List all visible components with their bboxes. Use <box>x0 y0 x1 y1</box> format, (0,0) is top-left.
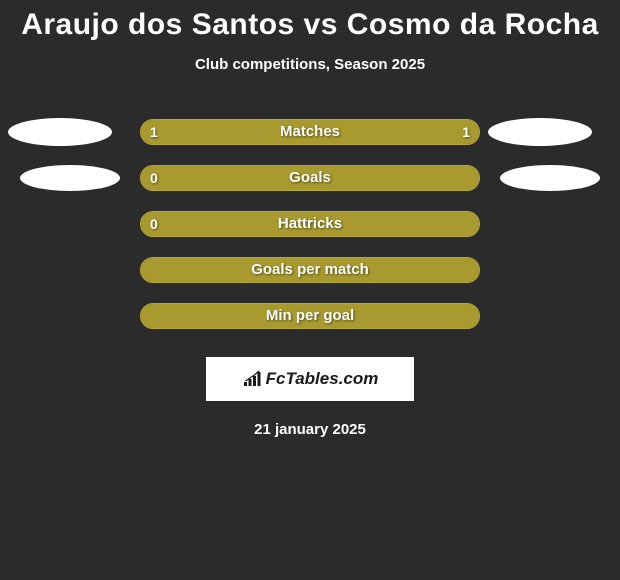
player-indicator-left <box>20 165 120 191</box>
stat-label: Goals <box>140 165 480 191</box>
stat-value-left: 0 <box>150 165 158 191</box>
stat-value-left: 1 <box>150 119 158 145</box>
page-title: Araujo dos Santos vs Cosmo da Rocha <box>0 0 620 42</box>
stat-value-right: 1 <box>462 119 470 145</box>
stat-label: Hattricks <box>140 211 480 237</box>
logo-text: FcTables.com <box>266 369 379 389</box>
comparison-row: Min per goal <box>0 303 620 349</box>
comparison-row: Goals0 <box>0 165 620 211</box>
comparison-row: Matches1 1 <box>0 119 620 165</box>
player-indicator-left <box>8 118 112 146</box>
stat-value-left: 0 <box>150 211 158 237</box>
player-indicator-right <box>500 165 600 191</box>
bar-chart-icon <box>242 370 262 388</box>
comparison-row: Goals per match <box>0 257 620 303</box>
stat-label: Min per goal <box>140 303 480 329</box>
stat-label: Goals per match <box>140 257 480 283</box>
date-label: 21 january 2025 <box>0 421 620 438</box>
page-subtitle: Club competitions, Season 2025 <box>0 56 620 73</box>
stat-label: Matches <box>140 119 480 145</box>
logo-box: FcTables.com <box>206 357 414 401</box>
comparison-row: Hattricks0 <box>0 211 620 257</box>
player-indicator-right <box>488 118 592 146</box>
comparison-chart: Matches11Goals0Hattricks0Goals per match… <box>0 119 620 349</box>
